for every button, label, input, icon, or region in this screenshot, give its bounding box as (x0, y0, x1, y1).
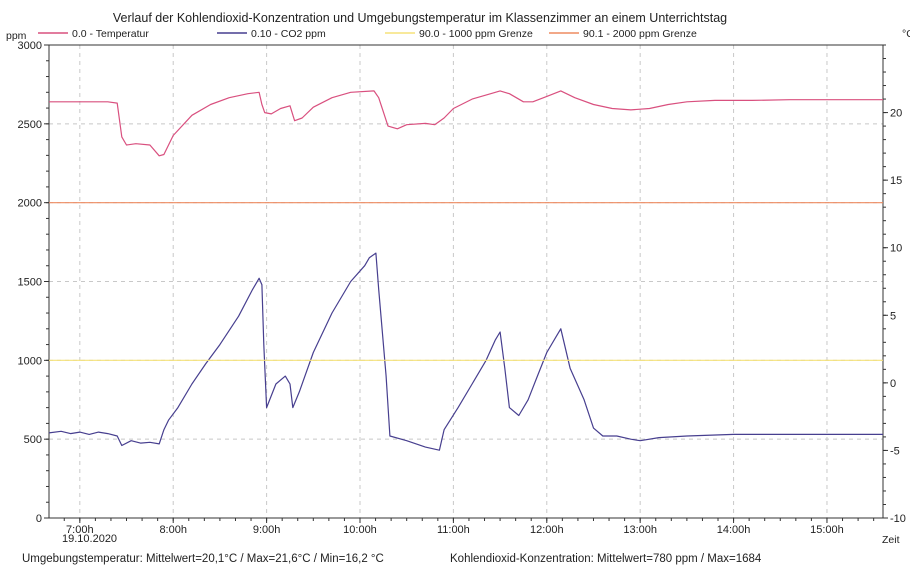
y-left-tick-label: 1000 (18, 355, 42, 367)
y-left-tick-label: 0 (36, 513, 42, 525)
y-left-tick-label: 1500 (18, 277, 42, 289)
y-left-tick-label: 500 (24, 434, 42, 446)
series-line (48, 252, 883, 451)
y-right-axis-label: °C (902, 28, 910, 40)
chart-title: Verlauf der Kohlendioxid-Konzentration u… (113, 11, 727, 25)
co2-stats: Kohlendioxid-Konzentration: Mittelwert=7… (450, 553, 762, 565)
y-left-tick-label: 2000 (18, 198, 42, 210)
axes: 7:00h 8:00h 9:00h 10:00h 11:00h 12:00h 13:00h 1… (18, 40, 906, 536)
date-label: 19.10.2020 (62, 533, 117, 545)
y-left-tick-label: 2500 (18, 119, 42, 131)
x-tick-label: 13:00h (623, 524, 657, 536)
legend-label: 0.10 - CO2 ppm (251, 28, 326, 40)
x-tick-label: 12:00h (530, 524, 564, 536)
temperature-stats: Umgebungstemperatur: Mittelwert=20,1°C /… (22, 553, 384, 565)
x-tick-label: 11:00h (437, 524, 470, 536)
x-tick-label: 15:00h (810, 524, 844, 536)
y-right-tick-label: -10 (890, 513, 906, 525)
x-tick-label: 8:00h (159, 524, 187, 536)
legend-label: 90.0 - 1000 ppm Grenze (419, 28, 533, 40)
y-left-axis-label: ppm (6, 30, 27, 42)
y-right-tick-label: 15 (890, 175, 902, 187)
series-line (49, 90, 883, 157)
series-group (48, 90, 883, 451)
y-right-tick-label: 0 (890, 378, 896, 390)
y-right-tick-label: 10 (890, 243, 902, 255)
y-right-tick-label: 5 (890, 310, 896, 322)
x-tick-label: 10:00h (343, 524, 377, 536)
x-axis-label: Zeit (882, 534, 900, 546)
x-tick-label: 7:00h (66, 524, 94, 536)
x-tick-label: 14:00h (717, 524, 751, 536)
legend-label: 0.0 - Temperatur (72, 28, 149, 40)
x-tick-label: 9:00h (253, 524, 281, 536)
grid (49, 45, 883, 518)
y-right-tick-label: -5 (890, 445, 900, 457)
legend-label: 90.1 - 2000 ppm Grenze (583, 28, 697, 40)
y-left-tick-label: 3000 (18, 40, 42, 52)
legend: 0.0 - Temperatur 0.10 - CO2 ppm 90.0 - 100… (38, 28, 697, 40)
y-right-tick-label: 20 (890, 108, 902, 120)
